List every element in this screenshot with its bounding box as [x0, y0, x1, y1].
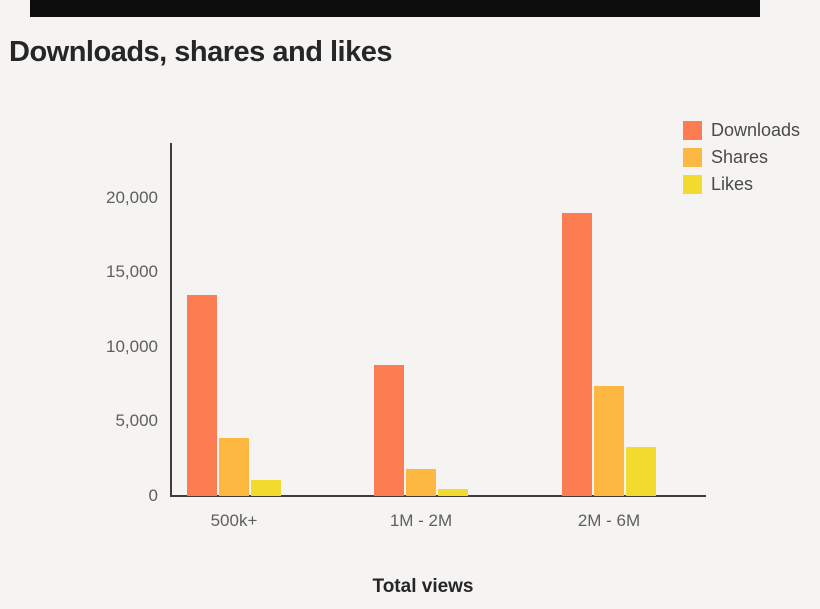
- bar-likes-1m-2m: [438, 489, 468, 496]
- y-tick-label-0: 0: [148, 486, 158, 505]
- legend-item-likes: Likes: [683, 174, 800, 194]
- y-tick-label-5000: 5,000: [115, 411, 158, 430]
- x-category-label-2m-6m: 2M - 6M: [577, 511, 641, 530]
- y-axis-line: [170, 143, 172, 497]
- x-category-label-500k: 500k+: [210, 511, 258, 530]
- x-category-label-1m-2m: 1M - 2M: [389, 511, 453, 530]
- bar-shares-2m-6m: [594, 386, 624, 496]
- legend-item-downloads: Downloads: [683, 120, 801, 140]
- legend-swatch-downloads: [683, 121, 702, 140]
- bar-downloads-2m-6m: [562, 213, 592, 496]
- legend-item-shares: Shares: [683, 147, 800, 167]
- bar-likes-500k+: [251, 480, 281, 496]
- bar-downloads-500k+: [187, 295, 217, 496]
- bar-shares-1m-2m: [406, 469, 436, 496]
- legend-label-downloads: Downloads: [711, 120, 801, 140]
- y-tick-label-20000: 20,000: [106, 188, 158, 207]
- legend-swatch-likes: [683, 175, 702, 194]
- top-banner: [30, 0, 760, 17]
- bar-shares-500k+: [219, 438, 249, 496]
- legend-swatch-shares: [683, 148, 702, 167]
- x-axis-line: [170, 495, 706, 497]
- bar-likes-2m-6m: [626, 447, 656, 496]
- legend-label-shares: Shares: [711, 147, 769, 167]
- chart-title: Downloads, shares and likes: [9, 36, 392, 68]
- legend-label-likes: Likes: [711, 174, 754, 194]
- y-tick-label-10000: 10,000: [106, 337, 158, 356]
- y-tick-label-15000: 15,000: [106, 262, 158, 281]
- bar-downloads-1m-2m: [374, 365, 404, 496]
- x-axis-title: Total views: [372, 576, 474, 597]
- legend: Downloads Shares Likes: [683, 120, 801, 202]
